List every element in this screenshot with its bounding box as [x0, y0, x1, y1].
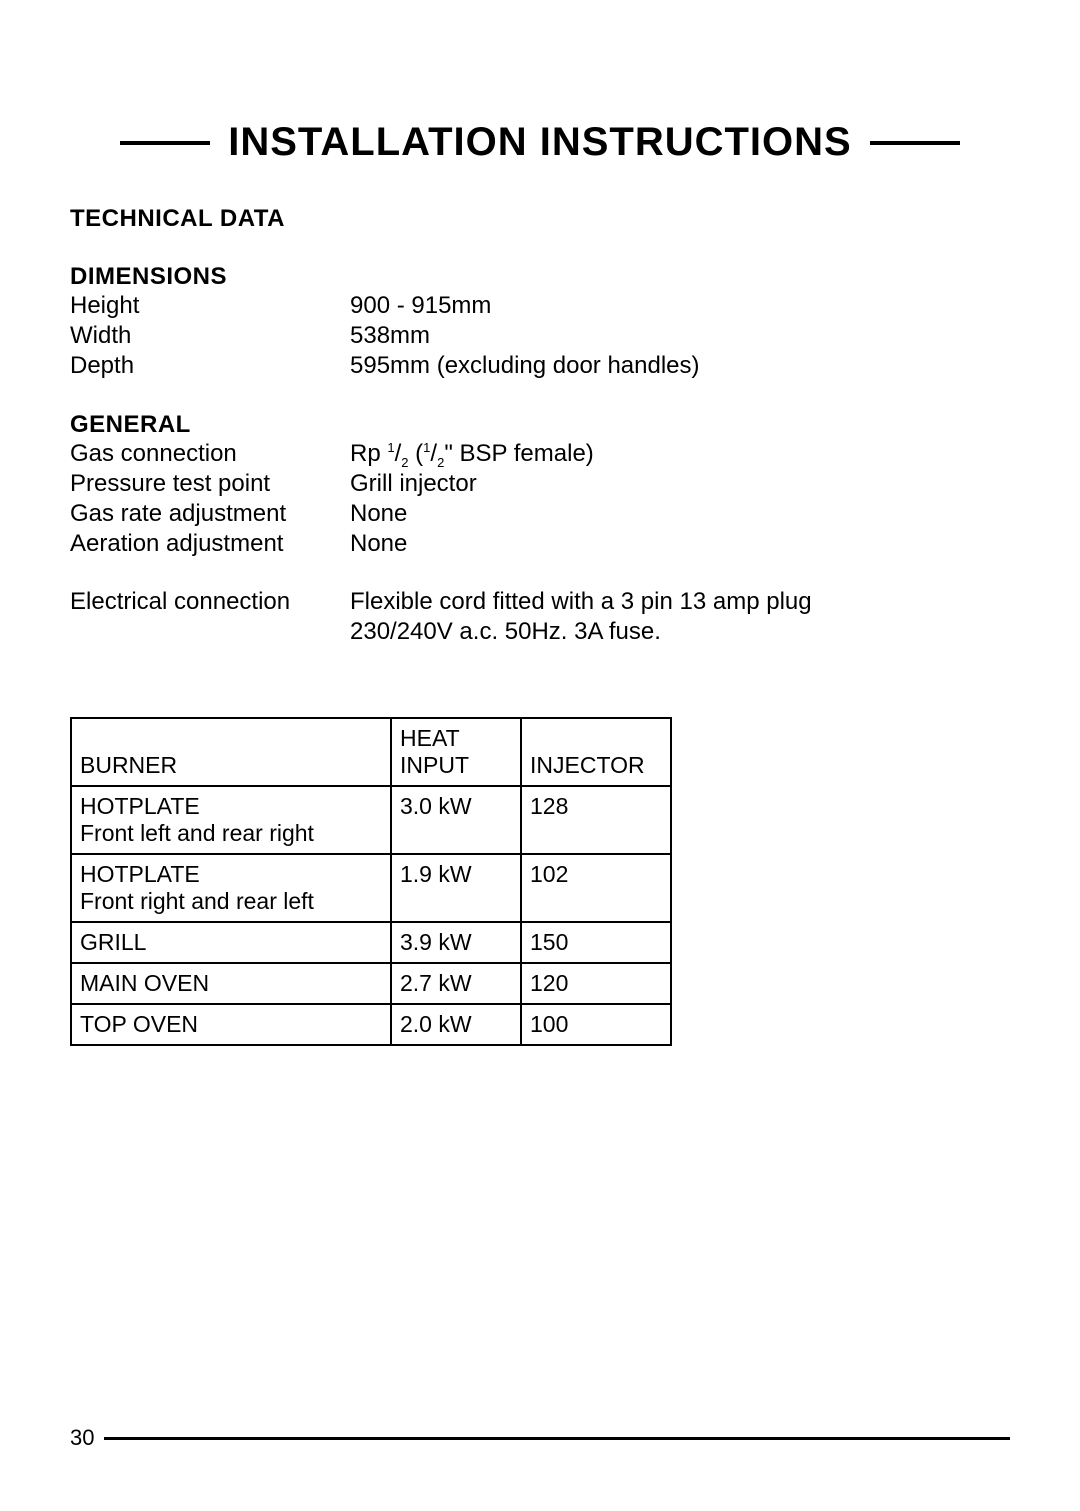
spec-row: Depth 595mm (excluding door handles)	[70, 351, 1010, 381]
text-line: HOTPLATE	[80, 793, 380, 820]
heading-general: GENERAL	[70, 411, 1010, 439]
fraction-denominator: 2	[401, 455, 408, 470]
spec-label: Gas connection	[70, 439, 350, 469]
document-page: INSTALLATION INSTRUCTIONS TECHNICAL DATA…	[0, 0, 1080, 1511]
title-row: INSTALLATION INSTRUCTIONS	[70, 120, 1010, 165]
spec-label: Depth	[70, 351, 350, 381]
text-line: Flexible cord fitted with a 3 pin 13 amp…	[350, 587, 1010, 617]
cell-burner: GRILL	[71, 922, 391, 963]
fraction-numerator: 1	[423, 440, 430, 455]
cell-burner: TOP OVEN	[71, 1004, 391, 1045]
spacer	[70, 559, 1010, 587]
page-title: INSTALLATION INSTRUCTIONS	[228, 120, 851, 165]
spec-label: Width	[70, 321, 350, 351]
cell-injector: 102	[521, 854, 671, 922]
spec-value: None	[350, 499, 1010, 529]
text-line: 230/240V a.c. 50Hz. 3A fuse.	[350, 617, 1010, 647]
text-fragment: Rp	[350, 440, 387, 467]
text-line: Front right and rear left	[80, 888, 380, 915]
spec-label: Pressure test point	[70, 469, 350, 499]
cell-heat: 1.9 kW	[391, 854, 521, 922]
footer-rule	[104, 1437, 1010, 1440]
cell-heat: 3.0 kW	[391, 786, 521, 854]
spec-value: None	[350, 529, 1010, 559]
cell-heat: 3.9 kW	[391, 922, 521, 963]
text-line: HOTPLATE	[80, 861, 380, 888]
text-line: INPUT	[400, 752, 510, 779]
spec-row: Gas connection Rp 1/2 (1/2" BSP female)	[70, 439, 1010, 469]
spec-value: 538mm	[350, 321, 1010, 351]
spec-row: Height 900 - 915mm	[70, 291, 1010, 321]
title-rule-left	[120, 141, 210, 145]
cell-injector: 120	[521, 963, 671, 1004]
cell-injector: 128	[521, 786, 671, 854]
text-line: Front left and rear right	[80, 820, 380, 847]
general-list: Gas connection Rp 1/2 (1/2" BSP female) …	[70, 439, 1010, 647]
spec-label: Electrical connection	[70, 587, 350, 647]
dimensions-list: Height 900 - 915mm Width 538mm Depth 595…	[70, 291, 1010, 381]
cell-burner: HOTPLATE Front left and rear right	[71, 786, 391, 854]
spec-value: Grill injector	[350, 469, 1010, 499]
text-fragment: (	[409, 440, 424, 467]
table-row: HOTPLATE Front left and rear right 3.0 k…	[71, 786, 671, 854]
burner-table: BURNER HEAT INPUT INJECTOR HOTPLATE Fron…	[70, 717, 672, 1046]
fraction-numerator: 1	[387, 440, 394, 455]
cell-burner: MAIN OVEN	[71, 963, 391, 1004]
table-row: MAIN OVEN 2.7 kW 120	[71, 963, 671, 1004]
table-header-injector: INJECTOR	[521, 718, 671, 786]
spec-label: Height	[70, 291, 350, 321]
table-header-burner: BURNER	[71, 718, 391, 786]
text-line: HEAT	[400, 725, 510, 752]
cell-heat: 2.0 kW	[391, 1004, 521, 1045]
spec-value: 900 - 915mm	[350, 291, 1010, 321]
table-row: GRILL 3.9 kW 150	[71, 922, 671, 963]
table-header-row: BURNER HEAT INPUT INJECTOR	[71, 718, 671, 786]
cell-injector: 100	[521, 1004, 671, 1045]
spec-value-gas-connection: Rp 1/2 (1/2" BSP female)	[350, 439, 1010, 469]
spec-value-electrical: Flexible cord fitted with a 3 pin 13 amp…	[350, 587, 1010, 647]
spec-row: Pressure test point Grill injector	[70, 469, 1010, 499]
cell-heat: 2.7 kW	[391, 963, 521, 1004]
cell-burner: HOTPLATE Front right and rear left	[71, 854, 391, 922]
spec-value: 595mm (excluding door handles)	[350, 351, 1010, 381]
spec-row: Electrical connection Flexible cord fitt…	[70, 587, 1010, 647]
table-row: HOTPLATE Front right and rear left 1.9 k…	[71, 854, 671, 922]
footer: 30	[70, 1425, 1010, 1451]
cell-injector: 150	[521, 922, 671, 963]
spec-row: Aeration adjustment None	[70, 529, 1010, 559]
heading-technical-data: TECHNICAL DATA	[70, 205, 1010, 233]
heading-dimensions: DIMENSIONS	[70, 263, 1010, 291]
spec-row: Width 538mm	[70, 321, 1010, 351]
spec-label: Gas rate adjustment	[70, 499, 350, 529]
text-fragment: " BSP female)	[444, 440, 593, 467]
page-number: 30	[70, 1425, 94, 1451]
table-row: TOP OVEN 2.0 kW 100	[71, 1004, 671, 1045]
table-header-heat: HEAT INPUT	[391, 718, 521, 786]
spec-row: Gas rate adjustment None	[70, 499, 1010, 529]
spec-label: Aeration adjustment	[70, 529, 350, 559]
title-rule-right	[870, 141, 960, 145]
